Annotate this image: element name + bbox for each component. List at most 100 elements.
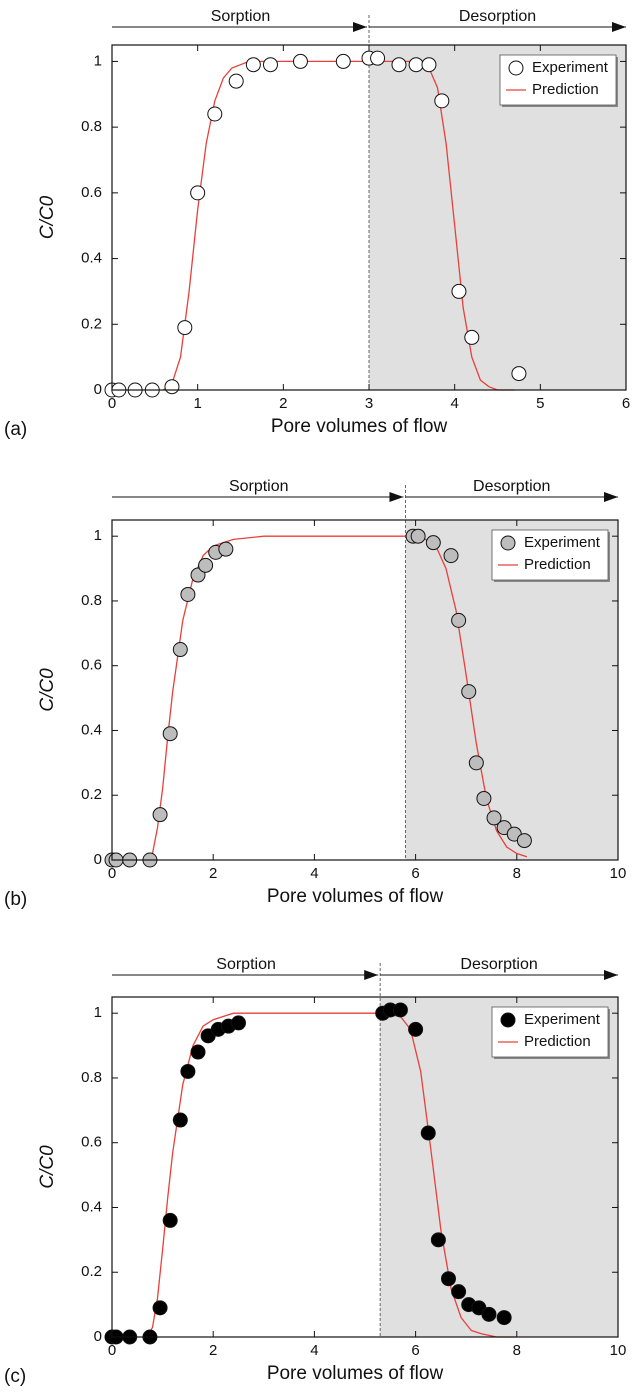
x-tick-label: 1 [193, 395, 201, 412]
legend-marker [500, 535, 516, 551]
data-point [481, 1306, 497, 1322]
data-point [207, 106, 223, 122]
data-point [476, 790, 492, 806]
data-point [190, 185, 206, 201]
x-axis-label: Pore volumes of flow [271, 416, 448, 437]
panel-label: (b) [4, 889, 27, 910]
x-tick-label: 2 [279, 395, 287, 412]
data-point [496, 1310, 512, 1326]
data-point [440, 1271, 456, 1287]
data-point [228, 73, 244, 89]
data-point [231, 1015, 246, 1031]
arrow-head [604, 970, 618, 980]
plot-frame [111, 519, 619, 861]
y-axis-label: C/C0 [37, 1145, 58, 1189]
y-tick-label: 0 [94, 851, 102, 868]
data-point [172, 1112, 188, 1128]
x-tick-label: 8 [513, 865, 521, 882]
legend-label: Experiment [524, 1011, 601, 1028]
x-tick-label: 3 [365, 395, 373, 412]
annotation: Desorption [459, 8, 536, 25]
x-tick-label: 8 [513, 1342, 521, 1359]
legend-label: Prediction [524, 1033, 591, 1050]
x-tick-label: 2 [209, 865, 217, 882]
y-tick-label: 0.6 [81, 657, 102, 674]
data-point [245, 57, 261, 73]
plot-frame [111, 996, 619, 1338]
arrow-head [364, 970, 379, 980]
data-point [451, 612, 467, 628]
legend-label: Experiment [532, 59, 609, 76]
x-tick-label: 0 [108, 395, 116, 412]
data-point [177, 320, 193, 336]
data-point [164, 379, 180, 395]
annotation: Sorption [216, 956, 276, 973]
prediction-line [163, 60, 515, 391]
x-tick-label: 5 [536, 395, 544, 412]
arrow-head [353, 22, 367, 32]
data-point [408, 1021, 424, 1037]
x-tick-label: 10 [610, 1342, 627, 1359]
y-tick-label: 0.2 [81, 315, 102, 332]
data-point [162, 1212, 178, 1228]
x-tick-label: 0 [108, 1342, 116, 1359]
y-tick-label: 0.8 [81, 118, 102, 135]
data-point [464, 329, 480, 345]
y-axis-label: C/C0 [37, 195, 58, 239]
x-axis-label: Pore volumes of flow [267, 1363, 444, 1384]
y-tick-label: 1 [94, 527, 102, 544]
x-tick-label: 4 [450, 395, 458, 412]
x-tick-label: 4 [310, 1342, 318, 1359]
annotation: Sorption [211, 8, 271, 25]
data-point [370, 50, 386, 66]
y-tick-label: 1 [94, 1004, 102, 1021]
data-point [511, 366, 527, 382]
data-point [172, 642, 188, 658]
prediction-line [146, 1012, 517, 1338]
y-tick-label: 0 [94, 381, 102, 398]
data-point [425, 535, 441, 551]
y-axis-label: C/C0 [37, 668, 58, 712]
legend-label: Experiment [524, 534, 601, 551]
legend-label: Prediction [524, 556, 591, 573]
data-point [421, 57, 437, 73]
y-tick-label: 0 [94, 1328, 102, 1345]
panel: Sorption Desorption 0 1 2 3 4 5 6 0 0.2 0.4 0.6 0.8 1 E… [4, 8, 630, 440]
x-tick-label: 4 [310, 865, 318, 882]
y-tick-label: 0.6 [81, 184, 102, 201]
legend-marker [500, 1012, 516, 1028]
legend-marker [508, 60, 524, 76]
x-tick-label: 6 [411, 1342, 419, 1359]
data-point [152, 807, 168, 823]
data-point [152, 1300, 168, 1316]
y-tick-label: 0.2 [81, 786, 102, 803]
data-point [461, 684, 477, 700]
data-point [198, 557, 214, 573]
annotation: Sorption [229, 478, 289, 495]
y-tick-label: 0.8 [81, 592, 102, 609]
y-tick-label: 0.8 [81, 1069, 102, 1086]
data-point [430, 1232, 446, 1248]
annotation: Desorption [460, 956, 537, 973]
data-point [486, 810, 502, 826]
x-axis-label: Pore volumes of flow [267, 886, 444, 907]
plot-frame [111, 44, 627, 391]
data-point [180, 1063, 196, 1079]
legend-label: Prediction [532, 81, 599, 98]
data-point [468, 755, 484, 771]
arrow-head [604, 492, 618, 502]
data-point [443, 548, 459, 564]
x-tick-label: 10 [610, 865, 627, 882]
panel-label: (a) [4, 419, 27, 440]
x-tick-label: 6 [622, 395, 630, 412]
data-point [180, 586, 196, 602]
data-point [262, 57, 278, 73]
data-point [434, 93, 450, 109]
data-point [392, 1002, 408, 1018]
y-tick-label: 0.6 [81, 1134, 102, 1151]
data-point [292, 53, 308, 69]
data-point [218, 541, 234, 557]
panel: Sorption Desorption 0 2 4 6 8 10 0 0.2 0.4 0.6 0.8 1 E… [4, 956, 626, 1387]
annotation: Desorption [473, 478, 550, 495]
